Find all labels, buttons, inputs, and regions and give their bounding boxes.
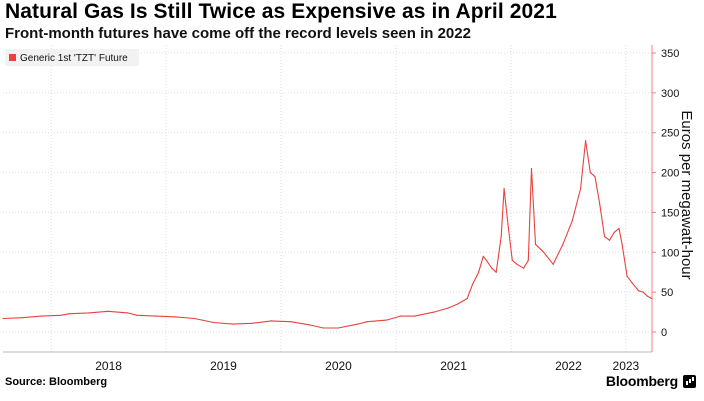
data-point [107,310,109,312]
data-point [251,322,253,324]
data-point [357,323,359,325]
data-point [385,319,387,321]
data-point [527,259,529,261]
data-point [88,312,90,314]
data-point [511,259,513,261]
y-tick-label: 150 [661,207,679,219]
y-tick-label: 350 [661,48,679,60]
y-tick-label: 300 [661,88,679,100]
data-point [618,227,620,229]
x-tick-label: 2019 [210,359,237,373]
data-point [40,315,43,317]
x-tick-label: 2020 [325,359,352,373]
bloomberg-chart-icon [683,375,696,388]
x-tick-label: 2018 [95,359,122,373]
data-point [580,187,582,190]
data-point [309,324,311,326]
data-point [337,327,339,329]
y-axis-label: Euros per megawatt-hour [678,110,695,279]
data-point [530,168,533,170]
data-point [631,282,633,284]
data-point [193,317,195,320]
data-point [594,176,596,178]
legend-swatch [9,54,16,61]
data-point [589,172,591,174]
data-point [562,243,564,245]
chart-subtitle: Front-month futures have come off the re… [5,25,471,42]
legend-label: Generic 1st 'TZT' Future [20,53,128,64]
data-point [2,317,4,320]
y-tick-label: 50 [661,287,673,299]
data-point [136,314,138,316]
data-point [399,315,402,317]
data-point [21,317,23,319]
series-layer [2,140,653,329]
gridlines [3,45,652,352]
data-point [175,316,177,318]
source-note: Source: Bloomberg [5,376,108,388]
data-point [482,255,484,257]
data-point [478,271,480,273]
data-point [603,235,606,237]
data-point [523,267,525,269]
data-point [613,231,615,233]
data-point [552,263,554,265]
data-point [608,239,611,241]
data-point [516,263,518,265]
y-tick-label: 0 [661,327,667,339]
series-line [2,140,652,329]
data-point [503,187,505,190]
data-point [366,321,368,323]
data-point [155,315,157,317]
data-point [543,251,545,253]
axes [3,45,656,353]
data-point [213,321,215,324]
data-point [571,219,574,221]
data-point [500,235,502,237]
data-point [491,267,493,269]
x-tick-label: 2022 [555,359,582,373]
data-point [506,219,509,221]
y-tick-label: 200 [661,168,679,180]
data-point [414,315,416,317]
chart-title: Natural Gas Is Still Twice as Expensive … [5,0,557,23]
data-point [485,259,487,261]
data-point [322,327,324,329]
y-tick-label: 100 [661,247,679,259]
data-point [466,297,468,300]
data-point [585,140,587,142]
data-point [127,312,129,314]
data-point [232,323,234,325]
data-point [646,295,648,297]
legend: Generic 1st 'TZT' Future [5,49,139,66]
x-tick-label: 2021 [440,359,467,373]
data-point [290,321,292,323]
data-point [495,271,497,273]
data-point [651,297,653,300]
data-point [456,303,459,305]
legend-box [5,49,139,66]
x-tick-label: 2023 [613,359,640,373]
data-point [433,311,435,313]
data-point [69,313,71,315]
data-point [637,290,640,292]
data-point [642,291,644,293]
brand-logo: Bloomberg [605,373,678,389]
y-tick-label: 250 [661,128,679,140]
data-point [621,243,623,245]
data-point [472,283,474,285]
data-point [60,314,62,316]
data-point [599,203,601,206]
data-point [534,243,537,245]
data-point [447,307,449,309]
tick-labels: 0 50 100 150 200 250 300 350 2018 2019 2020 2021 202… [95,48,679,373]
data-point [626,275,628,277]
data-point [270,320,272,322]
